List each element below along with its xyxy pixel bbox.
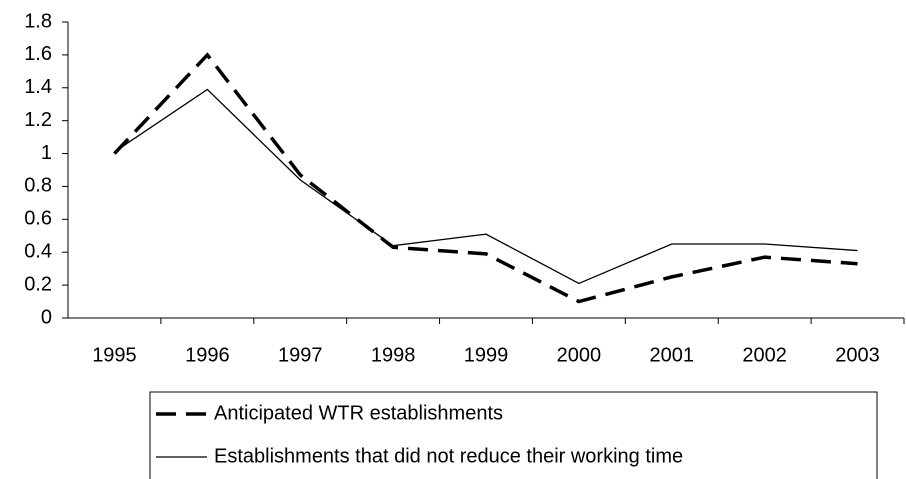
y-tick-label: 1.6 [24,43,52,65]
y-tick-label: 1.8 [24,10,52,32]
y-tick-label: 0 [41,306,52,328]
y-tick-label: 0.2 [24,273,52,295]
y-tick-label: 1 [41,142,52,164]
series-line [113,52,858,304]
y-tick-label: 0.4 [24,241,52,263]
x-tick-label: 2002 [742,344,787,366]
series-line [114,88,858,285]
y-tick-label: 1.4 [24,76,52,98]
x-tick-label: 1995 [92,344,137,366]
x-tick-label: 1997 [278,344,323,366]
y-tick-label: 1.2 [24,109,52,131]
x-tick-label: 2001 [650,344,695,366]
y-tick-label: 0.6 [24,208,52,230]
x-tick-label: 1999 [464,344,509,366]
x-tick-label: 1996 [185,344,230,366]
x-tick-label: 1998 [371,344,416,366]
legend-label: Anticipated WTR establishments [214,402,503,424]
y-tick-label: 0.8 [24,175,52,197]
legend-box [149,391,878,479]
x-tick-label: 2000 [557,344,602,366]
x-tick-label: 2003 [835,344,880,366]
legend-label: Establishments that did not reduce their… [214,445,683,467]
